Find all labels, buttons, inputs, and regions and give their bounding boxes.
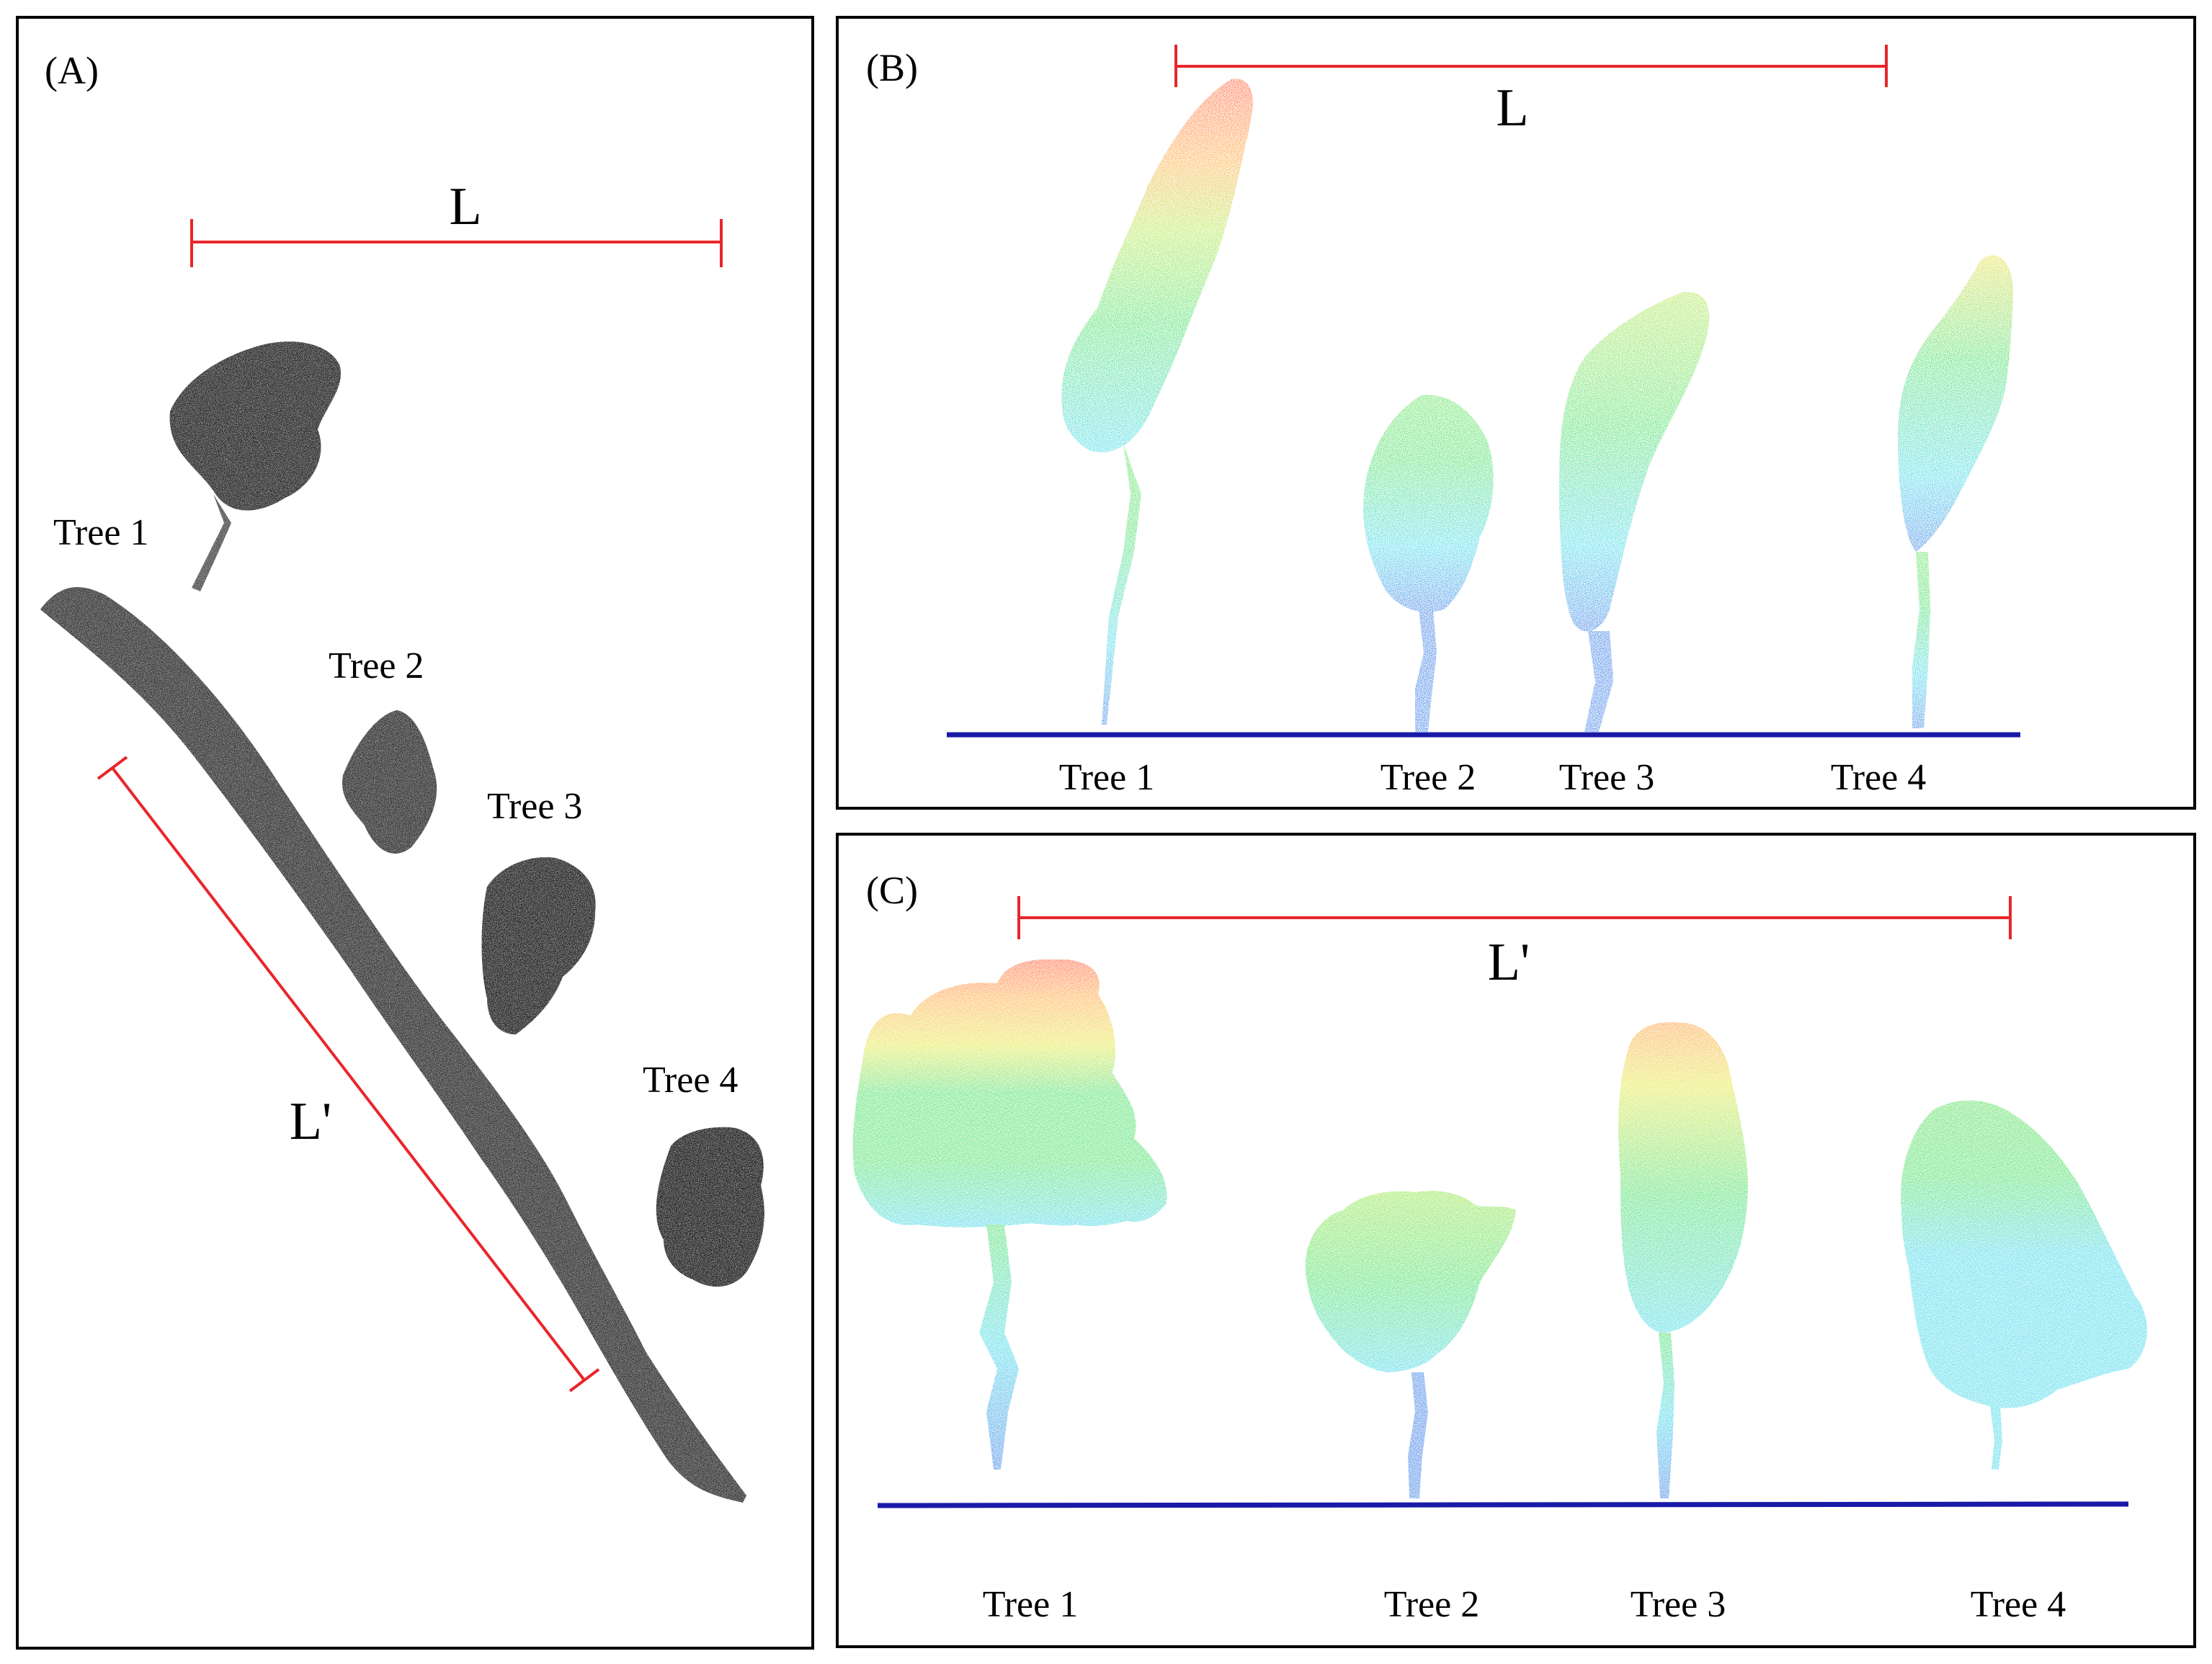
- tree-3-sideview: [1559, 292, 1710, 732]
- tree-4-topview: [656, 1127, 764, 1287]
- scale-label-l: L: [449, 177, 481, 236]
- tree-2-label: Tree 2: [1384, 1584, 1479, 1625]
- tree-2-label: Tree 2: [329, 645, 424, 686]
- panel-b: (B) L Tree 1 T: [836, 16, 2196, 810]
- panel-c-label: (C): [866, 869, 918, 912]
- tree-2-label: Tree 2: [1381, 757, 1476, 798]
- tree-3-topview: [481, 857, 596, 1034]
- tree-1-sideview: [852, 959, 1167, 1470]
- tree-3-sideview: [1618, 1022, 1748, 1498]
- panel-c: (C) L' Tree 1: [836, 833, 2196, 1648]
- tree-4-sideview: [1901, 1100, 2148, 1470]
- panel-b-canvas: (B) L Tree 1 T: [866, 45, 2020, 798]
- panel-b-label: (B): [866, 46, 918, 89]
- tree-1-label: Tree 1: [1059, 757, 1154, 798]
- scale-label-l-prime: L': [1488, 933, 1530, 992]
- scale-label-l-prime: L': [290, 1092, 332, 1151]
- fallen-log-pointcloud: [40, 586, 746, 1503]
- tree-1-sideview: [1061, 79, 1253, 725]
- tree-3-label: Tree 3: [1631, 1584, 1726, 1625]
- scale-label-l: L: [1496, 79, 1528, 138]
- tree-3-label: Tree 3: [487, 786, 582, 827]
- tree-2-sideview: [1305, 1191, 1516, 1498]
- panel-c-canvas: (C) L' Tree 1: [852, 869, 2148, 1625]
- tree-2-topview: [342, 710, 437, 854]
- scale-bar-l: [190, 219, 723, 267]
- scale-bar-l-prime: [97, 756, 600, 1392]
- tree-4-sideview: [1898, 255, 2013, 728]
- panel-a-canvas: (A) L Tree 1 Tree 2 Tree 3 Tree 4: [40, 49, 764, 1503]
- tree-3-label: Tree 3: [1559, 757, 1654, 798]
- tree-4-label: Tree 4: [1971, 1584, 2066, 1625]
- tree-4-label: Tree 4: [1831, 757, 1926, 798]
- panel-a: (A) L Tree 1 Tree 2 Tree 3 Tree 4: [16, 16, 814, 1650]
- scale-bar-l-prime: [1017, 896, 2012, 939]
- ground-line: [877, 1501, 2129, 1508]
- tree-4-label: Tree 4: [643, 1060, 738, 1101]
- panel-a-label: (A): [45, 49, 99, 92]
- scale-bar-l: [1174, 45, 1888, 87]
- tree-1-label: Tree 1: [53, 512, 148, 553]
- tree-2-sideview: [1363, 394, 1494, 732]
- tree-1-topview: [169, 341, 342, 591]
- tree-1-label: Tree 1: [983, 1584, 1078, 1625]
